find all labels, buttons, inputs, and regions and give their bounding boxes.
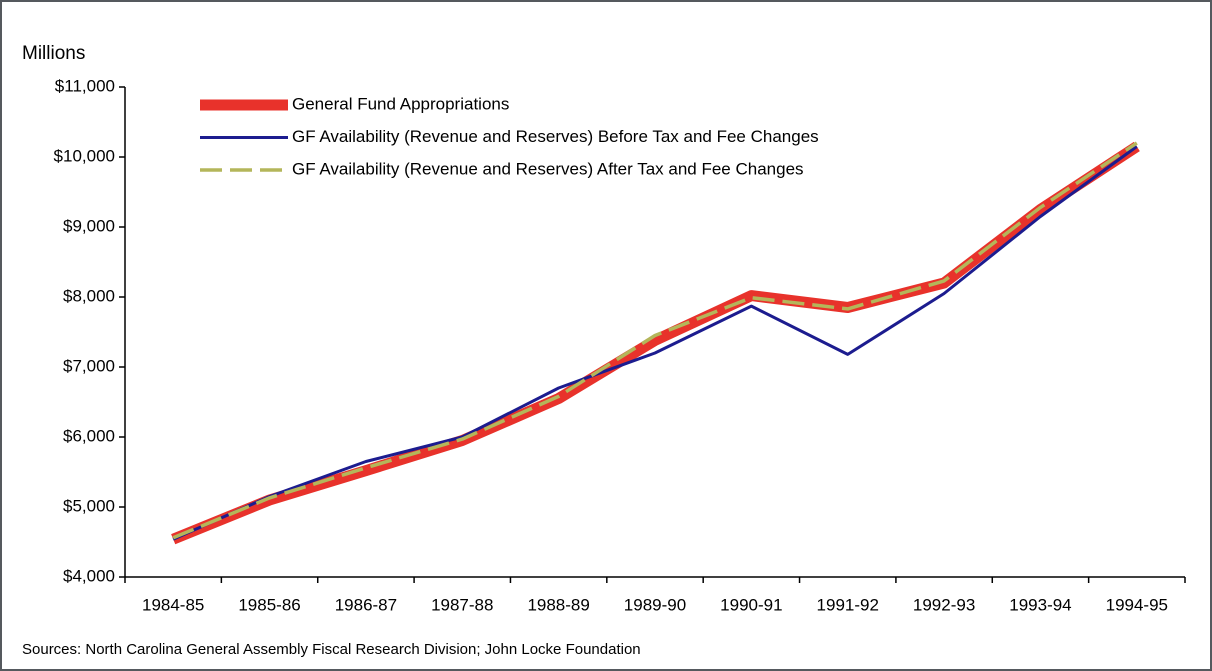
- legend-label: GF Availability (Revenue and Reserves) A…: [292, 159, 804, 178]
- y-tick-label: $10,000: [54, 146, 115, 165]
- legend-label: General Fund Appropriations: [292, 94, 509, 113]
- x-tick-label: 1988-89: [527, 595, 589, 614]
- x-tick-label: 1987-88: [431, 595, 493, 614]
- x-tick-label: 1990-91: [720, 595, 782, 614]
- source-note: Sources: North Carolina General Assembly…: [22, 641, 641, 658]
- y-tick-label: $8,000: [63, 286, 115, 305]
- series-line: [171, 141, 1140, 545]
- x-tick-label: 1984-85: [142, 595, 204, 614]
- x-tick-label: 1989-90: [624, 595, 686, 614]
- x-tick-label: 1985-86: [238, 595, 300, 614]
- y-tick-label: $11,000: [55, 76, 115, 95]
- legend-label: GF Availability (Revenue and Reserves) B…: [292, 127, 819, 146]
- y-tick-label: $4,000: [63, 566, 115, 585]
- x-tick-label: 1986-87: [335, 595, 397, 614]
- x-tick-label: 1991-92: [817, 595, 879, 614]
- y-tick-label: $9,000: [63, 216, 115, 235]
- x-tick-label: 1993-94: [1009, 595, 1071, 614]
- x-tick-label: 1992-93: [913, 595, 975, 614]
- y-tick-label: $5,000: [63, 496, 115, 515]
- series-line: [172, 145, 1138, 541]
- y-tick-label: $6,000: [63, 426, 115, 445]
- y-tick-label: $7,000: [63, 356, 115, 375]
- x-tick-label: 1994-95: [1106, 595, 1168, 614]
- y-axis-label: Millions: [22, 43, 85, 64]
- series-line: [172, 141, 1138, 540]
